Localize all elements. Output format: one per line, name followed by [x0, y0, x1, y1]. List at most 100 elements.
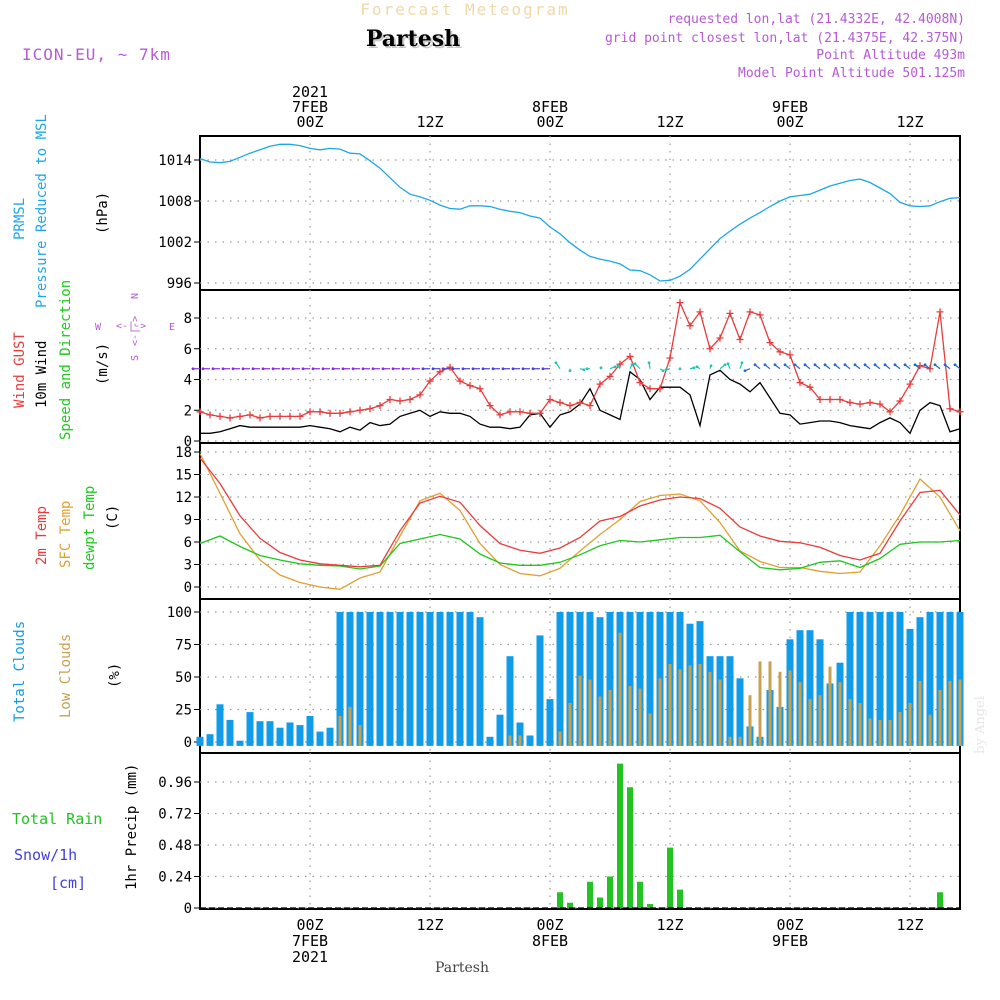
wind-direction-arrowhead	[863, 363, 867, 367]
low-cloud-bar	[738, 736, 742, 746]
total-cloud-bar	[466, 612, 474, 746]
wind-direction-arrowhead	[301, 367, 305, 371]
wind-panel-labels: Wind GUST 10m Wind Speed and Direction (…	[12, 280, 175, 440]
rain-bar	[667, 847, 673, 908]
total-cloud-bar	[896, 612, 904, 746]
wind-direction-arrowhead	[311, 367, 315, 371]
sfc-temp-line	[199, 453, 961, 590]
wind-gust-marker	[456, 377, 464, 385]
wind-gust-marker	[256, 414, 264, 422]
wind-direction-arrowhead	[441, 367, 445, 371]
total-cloud-bar	[496, 714, 504, 746]
wind-gust-marker	[886, 408, 894, 416]
low-cloud-bar	[588, 679, 592, 746]
low-cloud-bar	[748, 695, 752, 746]
wind-gust-marker	[736, 336, 744, 344]
total-cloud-bar	[606, 612, 614, 746]
wind-direction-label: Speed and Direction	[58, 280, 74, 440]
footer-location: Partesh	[435, 960, 489, 976]
wind-direction-arrowhead	[793, 363, 797, 367]
bottom-time-label: 12Z	[656, 916, 683, 934]
top-time-label: 2021	[292, 83, 328, 101]
total-cloud-bar	[806, 630, 814, 746]
temp-2m-line	[199, 457, 961, 568]
precip-frame	[199, 752, 961, 910]
bottom-time-label: 00Z	[296, 916, 323, 934]
wind-direction-arrowhead	[773, 363, 777, 367]
wind-direction-arrowhead	[853, 363, 857, 367]
low-cloud-bar	[568, 703, 572, 746]
pressure-tick-label: 1014	[158, 153, 192, 169]
low-cloud-bar	[868, 718, 872, 746]
precip-panel: 0 0.24 0.48 0.72 0.96	[158, 752, 961, 917]
total-cloud-bar	[326, 727, 334, 746]
cloud-low-label: Low Clouds	[58, 634, 74, 718]
low-cloud-bar	[958, 679, 962, 746]
total-cloud-bar	[726, 656, 734, 746]
pressure-tick-label: 996	[167, 276, 192, 292]
bottom-time-label: 00Z	[776, 916, 803, 934]
precip-tick-label: 0.96	[158, 775, 192, 791]
cloud-unit: (%)	[107, 663, 123, 688]
low-cloud-bar	[778, 671, 782, 746]
precip-tick-label: 0.72	[158, 807, 192, 823]
wind-gust-marker	[276, 412, 284, 420]
rain-bar	[557, 892, 563, 908]
low-cloud-bar	[338, 716, 342, 746]
low-cloud-bar	[768, 661, 772, 746]
wind-direction-arrowhead	[661, 369, 665, 373]
total-cloud-bar	[556, 612, 564, 746]
clouds-tick-label: 75	[175, 638, 192, 654]
wind-gust-marker	[656, 385, 664, 393]
wind-direction-arrowhead	[501, 367, 505, 371]
temp-tick-label: 0	[184, 580, 192, 596]
total-cloud-bar	[346, 612, 354, 746]
wind-gust-marker	[296, 412, 304, 420]
pressure-tick-label: 1002	[158, 235, 192, 251]
wind-direction-arrowhead	[291, 367, 295, 371]
total-cloud-bar	[446, 612, 454, 746]
wind-gust-marker	[196, 408, 204, 416]
wind-gust-marker	[496, 411, 504, 419]
wind-direction-arrowhead	[823, 363, 827, 367]
wind-gust-marker	[526, 409, 534, 417]
total-cloud-bar	[816, 639, 824, 746]
total-cloud-bar	[296, 725, 304, 746]
rain-bar	[587, 881, 593, 908]
wind-gust-marker	[306, 408, 314, 416]
wind-direction-arrowhead	[491, 367, 495, 371]
low-cloud-bar	[938, 690, 942, 746]
wind-direction-arrowhead	[943, 363, 947, 367]
total-cloud-bar	[646, 612, 654, 746]
wind-gust-marker	[806, 383, 814, 391]
wind-gust-marker	[666, 354, 674, 362]
wind-gust-label: Wind GUST	[12, 332, 28, 408]
top-time-label: 12Z	[656, 113, 683, 131]
wind-direction-arrowhead	[421, 367, 425, 371]
pressure-panel: 996 1002 1008 1014	[158, 135, 961, 292]
wind-gust-marker	[436, 368, 444, 376]
wind-gust-marker	[366, 405, 374, 413]
wind-direction-arrowhead	[743, 369, 747, 373]
wind-gust-marker	[236, 412, 244, 420]
total-cloud-bar	[276, 727, 284, 746]
wind-gust-marker	[866, 399, 874, 407]
wind-direction-arrowhead	[873, 363, 877, 367]
wind-direction-arrowhead	[726, 362, 730, 366]
wind-gust-marker	[556, 399, 564, 407]
wind-direction-arrowhead	[883, 363, 887, 367]
temp-tick-label: 6	[184, 535, 192, 551]
rain-bar	[937, 892, 943, 908]
low-cloud-bar	[798, 682, 802, 746]
wind-direction-arrowhead	[630, 363, 634, 367]
total-cloud-bar	[876, 612, 884, 746]
wind-gust-marker	[626, 352, 634, 360]
wind-direction-arrowhead	[740, 361, 744, 365]
total-cloud-bar	[386, 612, 394, 746]
rain-bar	[677, 889, 683, 908]
wind-direction-arrowhead	[341, 367, 345, 371]
total-cloud-bar	[206, 734, 214, 746]
wind-gust-marker	[286, 412, 294, 420]
wind-gust-marker	[746, 308, 754, 316]
